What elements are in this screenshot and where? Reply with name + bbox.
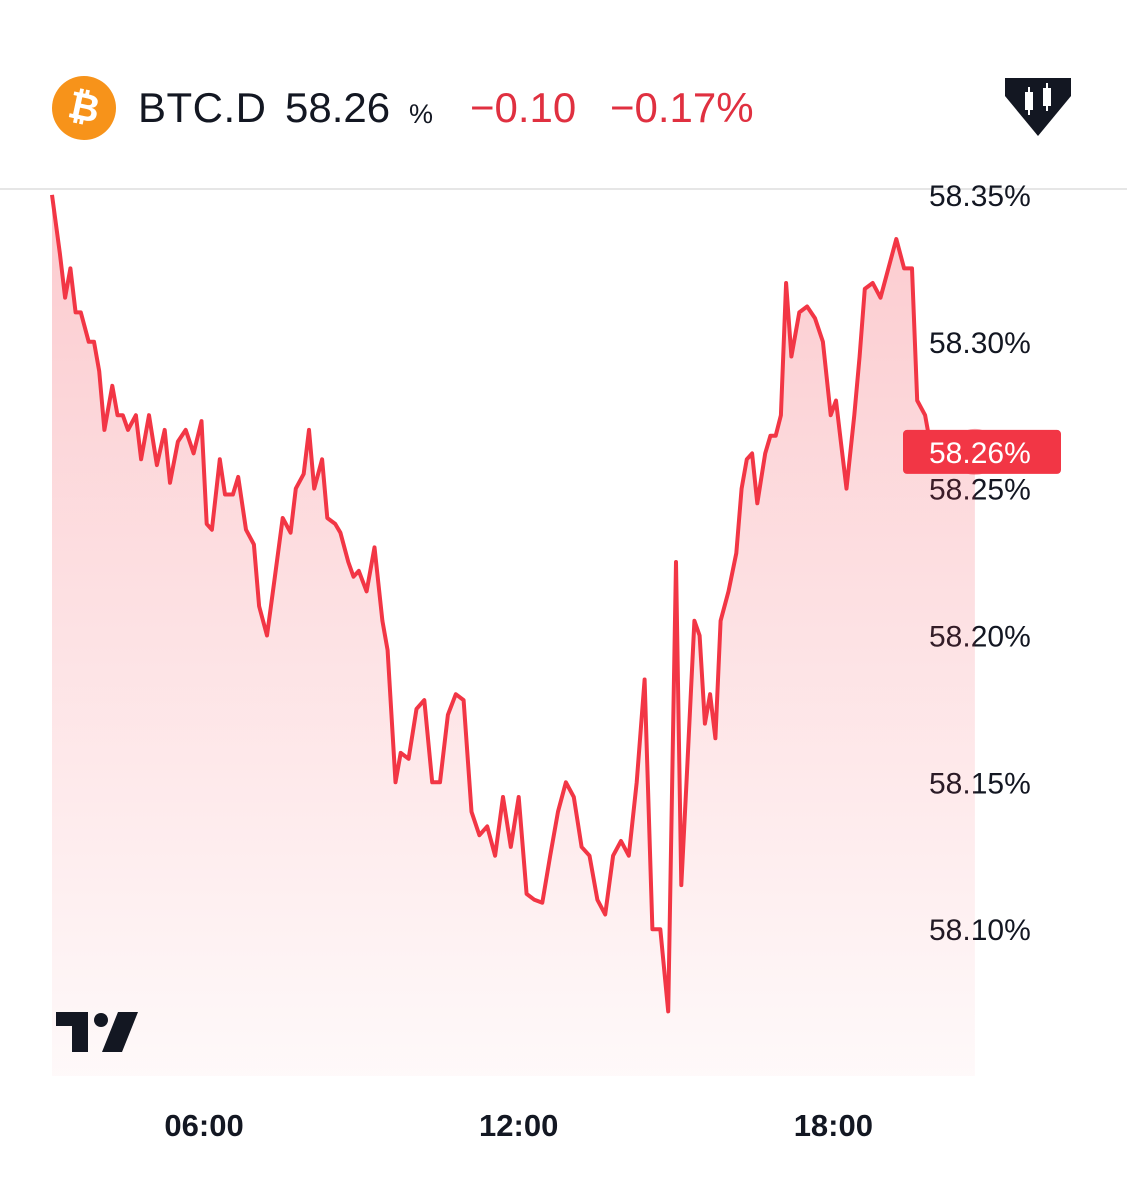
symbol-name: BTC.D bbox=[138, 84, 267, 131]
price-change-percent: −0.17% bbox=[610, 84, 754, 131]
candlestick-icon[interactable] bbox=[1003, 74, 1073, 138]
x-tick-label: 06:00 bbox=[164, 1108, 243, 1143]
x-tick-label: 18:00 bbox=[794, 1108, 873, 1143]
series-line bbox=[50, 194, 975, 1014]
price-change: −0.10 bbox=[470, 84, 577, 131]
x-tick-label: 12:00 bbox=[479, 1108, 558, 1143]
price-unit: % bbox=[409, 99, 434, 129]
tradingview-logo-icon bbox=[56, 1012, 138, 1052]
last-price-marker: 58.26% bbox=[903, 428, 1061, 475]
symbol-header: ₿ BTC.D 58.26 % −0.10 −0.17% bbox=[0, 0, 1127, 190]
last-price-tag bbox=[903, 429, 1061, 474]
series-area bbox=[52, 194, 975, 1076]
last-price-tag-label: 58.26% bbox=[929, 437, 1031, 470]
y-tick-label: 58.35% bbox=[929, 180, 1031, 213]
current-price: 58.26 bbox=[285, 84, 391, 131]
y-tick-label: 58.30% bbox=[929, 327, 1031, 360]
x-axis: 06:00 12:00 18:00 bbox=[164, 1108, 873, 1143]
